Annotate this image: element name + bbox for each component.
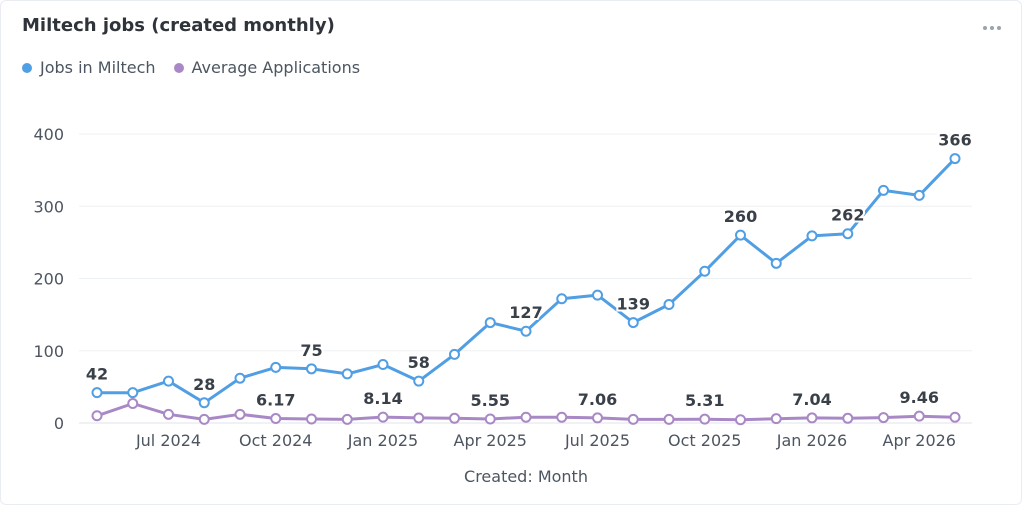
- data-point-applications: [842, 412, 854, 424]
- data-point-applications: [627, 413, 639, 425]
- data-point-jobs: [556, 293, 568, 305]
- data-point-applications: [878, 412, 889, 424]
- x-tick-label: Jul 2025: [564, 431, 630, 450]
- data-label-jobs: 58: [408, 353, 430, 372]
- x-axis-title: Created: Month: [464, 467, 588, 486]
- x-tick-label: Oct 2025: [668, 431, 741, 450]
- data-point-jobs: [484, 317, 496, 329]
- x-tick-label: Apr 2026: [883, 431, 956, 450]
- data-point-jobs: [627, 317, 639, 329]
- data-labels: 42 28 75 58 127 139 260 262 366 6.17 8.14 5.55 7.06 5…: [84, 129, 974, 413]
- data-point-jobs: [770, 257, 782, 269]
- data-label-applications: 8.14: [363, 389, 402, 408]
- data-point-jobs: [377, 358, 389, 370]
- data-point-applications: [163, 408, 174, 420]
- data-point-jobs: [306, 363, 317, 375]
- data-point-jobs: [735, 229, 746, 241]
- legend-label-applications: Average Applications: [191, 58, 361, 77]
- data-label-applications: 7.06: [578, 390, 617, 409]
- data-label-applications: 7.04: [792, 390, 831, 409]
- data-point-jobs: [163, 375, 174, 387]
- legend-label-jobs: Jobs in Miltech: [40, 58, 156, 77]
- data-point-applications: [913, 410, 925, 422]
- data-point-jobs: [413, 375, 425, 387]
- data-point-jobs: [842, 228, 854, 240]
- data-point-applications: [949, 411, 961, 423]
- data-point-jobs: [234, 372, 246, 384]
- data-point-jobs: [449, 348, 460, 360]
- data-label-jobs: 262: [831, 206, 864, 225]
- data-point-applications: [592, 412, 603, 424]
- data-label-jobs: 260: [724, 207, 757, 226]
- data-label-applications: 5.55: [471, 391, 510, 410]
- more-options-icon[interactable]: [979, 15, 1005, 41]
- data-point-applications: [770, 413, 782, 425]
- data-point-applications: [484, 413, 496, 425]
- x-tick-label: Jan 2025: [347, 431, 418, 450]
- legend-item-jobs[interactable]: Jobs in Miltech: [22, 58, 156, 77]
- data-point-applications: [520, 411, 532, 423]
- y-axis: 0 100 200 300 400: [33, 125, 64, 433]
- series: [91, 153, 961, 426]
- data-point-applications: [806, 412, 818, 424]
- data-label-applications: 9.46: [900, 388, 939, 407]
- data-point-jobs: [341, 368, 353, 380]
- data-point-jobs: [806, 230, 818, 242]
- y-tick-label: 200: [33, 270, 64, 289]
- data-point-applications: [735, 414, 746, 426]
- data-label-jobs: 366: [938, 131, 971, 150]
- data-point-applications: [270, 413, 282, 425]
- legend-dot-applications: [173, 62, 184, 73]
- data-point-jobs: [592, 289, 603, 301]
- x-axis: Jul 2024 Oct 2024 Jan 2025 Apr 2025 Jul 2025…: [135, 431, 956, 450]
- data-point-jobs: [878, 184, 889, 196]
- data-point-jobs: [663, 299, 675, 311]
- data-point-applications: [449, 412, 460, 424]
- data-label-applications: 6.17: [256, 391, 295, 410]
- data-point-applications: [234, 408, 246, 420]
- data-point-applications: [341, 413, 353, 425]
- data-point-applications: [198, 413, 210, 425]
- data-point-jobs: [270, 361, 282, 373]
- x-tick-label: Jul 2024: [135, 431, 201, 450]
- legend-item-applications[interactable]: Average Applications: [173, 58, 361, 77]
- y-tick-label: 100: [33, 342, 64, 361]
- data-point-applications: [306, 413, 317, 425]
- data-label-jobs: 139: [617, 295, 650, 314]
- data-point-applications: [413, 412, 425, 424]
- data-label-jobs: 127: [509, 303, 542, 322]
- data-point-applications: [377, 411, 389, 423]
- data-point-applications: [663, 413, 675, 425]
- data-point-applications: [127, 397, 139, 409]
- data-label-jobs: 28: [193, 375, 215, 394]
- chart-title: Miltech jobs (created monthly): [22, 15, 335, 36]
- data-label-jobs: 75: [300, 341, 322, 360]
- data-point-jobs: [913, 189, 925, 201]
- data-point-jobs: [91, 387, 103, 399]
- legend-dot-jobs: [22, 62, 32, 73]
- data-point-jobs: [699, 265, 711, 277]
- y-tick-label: 300: [33, 197, 64, 216]
- data-point-applications: [699, 413, 711, 425]
- data-point-jobs: [520, 325, 532, 337]
- series-line-jobs: [95, 157, 957, 405]
- data-label-jobs: 42: [86, 365, 108, 384]
- data-point-jobs: [127, 387, 139, 399]
- data-point-jobs: [198, 397, 210, 409]
- data-label-applications: 5.31: [685, 391, 724, 410]
- gridlines: [79, 133, 972, 424]
- data-point-applications: [91, 410, 103, 422]
- data-point-jobs: [949, 153, 961, 165]
- x-tick-label: Apr 2025: [454, 431, 527, 450]
- data-point-applications: [556, 411, 568, 423]
- y-tick-label: 0: [54, 414, 64, 433]
- x-tick-label: Jan 2026: [776, 431, 847, 450]
- y-tick-label: 400: [33, 125, 64, 144]
- x-tick-label: Oct 2024: [239, 431, 312, 450]
- legend: Jobs in Miltech Average Applications: [22, 58, 378, 77]
